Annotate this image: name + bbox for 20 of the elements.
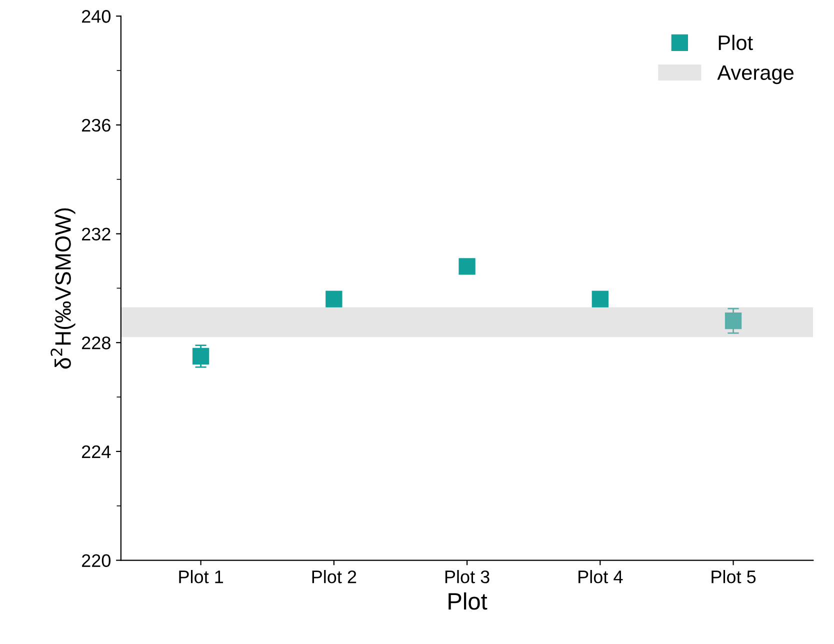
point xyxy=(724,312,742,330)
point xyxy=(326,290,342,308)
point xyxy=(192,348,210,365)
legend-label: Plot xyxy=(718,34,753,50)
point xyxy=(458,258,476,275)
y-tick-label: 220 xyxy=(82,554,111,567)
x-tick-label: Plot 3 xyxy=(445,570,490,584)
y-tick-label: 236 xyxy=(82,118,110,132)
y-tick-label: 228 xyxy=(82,336,110,350)
x-tick-label: Plot 2 xyxy=(312,570,356,584)
y-tick-label: 232 xyxy=(82,228,110,240)
y-tick-label: 224 xyxy=(82,445,111,458)
x-tick-label: Plot 5 xyxy=(712,570,756,584)
legend-label: Average xyxy=(717,65,794,84)
x-tick-label: Plot 1 xyxy=(179,570,224,584)
point xyxy=(592,290,608,308)
x-tick-label: Plot 4 xyxy=(578,570,623,584)
x-axis-title: Plot xyxy=(448,592,488,610)
y-tick-label: 240 xyxy=(82,10,111,23)
y-axis-title: δ$^{2}$H(‰VSMOW) xyxy=(50,208,76,369)
